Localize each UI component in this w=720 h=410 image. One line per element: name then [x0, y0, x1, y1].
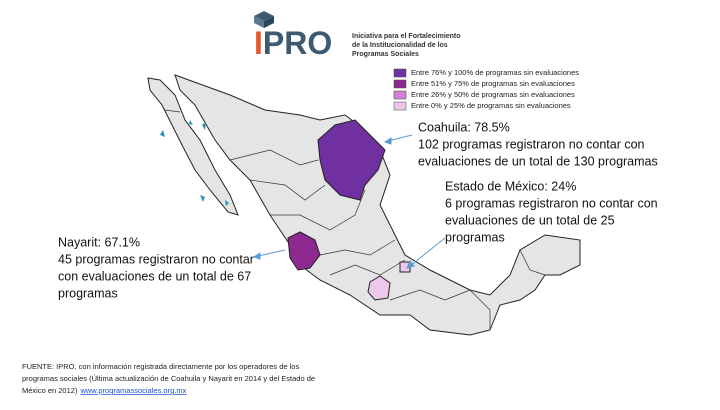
legend-label: Entre 26% y 50% de programas sin evaluac… — [411, 90, 575, 99]
legend-label: Entre 0% y 25% de programas sin evaluaci… — [411, 101, 571, 110]
annotation-line: con evaluaciones de un total de 67 — [58, 269, 251, 283]
source: FUENTE: IPRO, con información registrada… — [22, 362, 315, 395]
legend-label: Entre 51% y 75% de programas sin evaluac… — [411, 79, 575, 88]
legend-label: Entre 76% y 100% de programas sin evalua… — [411, 68, 579, 77]
source-link[interactable]: www.programassociales.org.mx — [79, 386, 186, 395]
legend-swatch — [393, 101, 407, 111]
annotation-line: 45 programas registraron no contar — [58, 252, 254, 266]
coahuila — [317, 119, 386, 201]
map — [147, 74, 581, 336]
legend-swatch — [393, 90, 407, 100]
tagline: Programas Sociales — [352, 51, 419, 58]
annotations: Coahuila: 78.5% 102 programas registraron… — [58, 120, 658, 300]
state-border — [249, 179, 326, 201]
annotation-line: evaluaciones de un total de 130 programa… — [418, 154, 658, 168]
state-border — [329, 259, 406, 276]
state-border — [164, 109, 181, 113]
state-border — [519, 249, 546, 276]
legend-swatch — [393, 68, 407, 78]
arrows — [252, 134, 446, 269]
state-border — [469, 289, 491, 330]
source-line: programas sociales (Última actualización… — [22, 374, 315, 383]
annotation-line: evaluaciones de un total de 25 — [445, 213, 615, 227]
annotation-title: Nayarit: 67.1% — [58, 235, 140, 249]
annotation-line: programas — [58, 286, 118, 300]
state-border — [319, 239, 396, 256]
baja-california — [147, 77, 239, 216]
legend: Entre 76% y 100% de programas sin evalua… — [393, 68, 579, 111]
source-line: FUENTE: IPRO, con información registrada… — [22, 362, 299, 371]
logo: IPRO — [254, 25, 332, 61]
annotation-title: Estado de México: 24% — [445, 179, 576, 193]
state-border — [389, 289, 471, 301]
tagline: Iniciativa para el Fortalecimiento — [352, 33, 461, 40]
source-line: México en 2012) — [22, 386, 78, 395]
annotation-title: Coahuila: 78.5% — [418, 120, 510, 134]
tagline: de la Institucionalidad de los — [352, 42, 448, 49]
logo-icon — [254, 11, 274, 28]
estado-de-mexico — [367, 275, 391, 301]
annotation-line: programas — [445, 230, 505, 244]
estado-de-mexico — [399, 261, 411, 273]
state-border — [270, 189, 366, 231]
islands — [160, 120, 229, 206]
state-border — [229, 149, 319, 166]
nayarit — [287, 231, 321, 271]
legend-swatch — [393, 79, 407, 89]
annotation-line: 6 programas registraron no contar con — [445, 196, 658, 210]
annotation-line: 102 programas registraron no contar con — [418, 137, 645, 151]
